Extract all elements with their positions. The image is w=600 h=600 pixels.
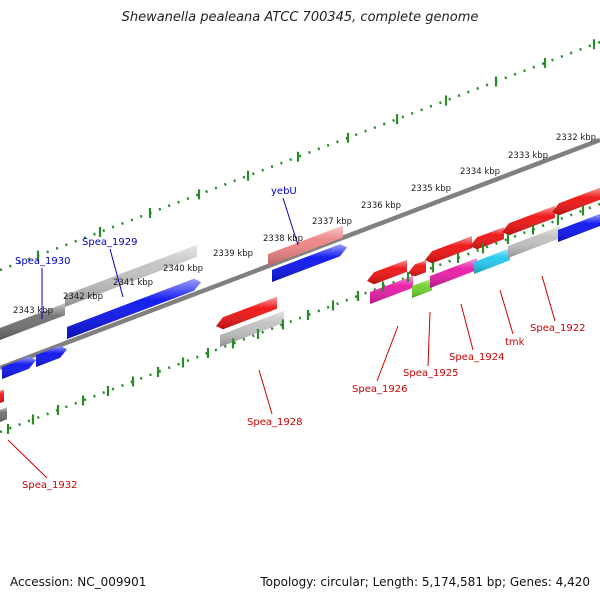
gene-arrow-shade: [367, 259, 407, 285]
accession-text: Accession: NC_009901: [10, 575, 147, 589]
ruler-tick-label: 2341 kbp: [113, 278, 153, 288]
ruler-dotted-lines: [0, 40, 600, 434]
gene-label-leader: [376, 325, 399, 382]
label-leader-lines: [7, 197, 556, 479]
gene-arrow-shade: [558, 214, 600, 242]
ruler-tick-label: 2340 kbp: [163, 264, 203, 274]
gene-arrow-shade: [216, 296, 277, 330]
ruler-tick-label: 2334 kbp: [460, 167, 500, 177]
gene-label: Spea_1926: [352, 384, 407, 395]
ruler-tick-label: 2339 kbp: [213, 249, 253, 259]
ruler-tick-label: 2333 kbp: [508, 151, 548, 161]
gene-label-leader: [460, 303, 474, 351]
gene-arrow-shade: [220, 310, 284, 347]
gene-arrow-shade: [0, 389, 4, 403]
dotted-line-lower: [0, 202, 600, 434]
ruler-tick-label: 2337 kbp: [312, 217, 352, 227]
gene-label-leader: [258, 369, 273, 415]
gene-arrow-shade: [408, 260, 426, 277]
gene-label: Spea_1930: [15, 256, 70, 267]
gene-label-leader: [541, 275, 556, 322]
gene-arrow-shade: [412, 278, 432, 298]
gene-features: [0, 187, 600, 422]
gene-arrow-shade: [552, 187, 600, 216]
gene-label-leader: [282, 197, 299, 246]
genome-backbone: [0, 137, 600, 371]
gene-label: Spea_1925: [403, 368, 458, 379]
gene-arrow-shade: [474, 248, 510, 274]
gene-arrow-shade: [67, 278, 201, 339]
gene-label-leader: [7, 439, 48, 479]
ruler-tick-label: 2335 kbp: [411, 184, 451, 194]
ruler-tick-label: 2336 kbp: [361, 201, 401, 211]
ruler-tick-label: 2338 kbp: [263, 234, 303, 244]
ruler-tick-label: 2342 kbp: [63, 292, 103, 302]
gene-arrow-shade: [430, 258, 477, 288]
gene-label-leader: [427, 311, 431, 367]
ruler-ticks: [6, 39, 596, 434]
gene-labels: 2332 kbp 2333 kbp 2334 kbp 2335 kbp 2336 kbp…: [13, 133, 596, 491]
gene-arrow-shade: [268, 225, 343, 266]
gene-arrow-shade: [508, 226, 560, 258]
dotted-line-upper: [0, 40, 600, 272]
gene-arrow-shade: [370, 275, 413, 304]
gene-label: Spea_1922: [530, 323, 585, 334]
ruler-tick-label: 2332 kbp: [556, 133, 596, 143]
gene-arrow-shade: [425, 236, 472, 264]
backbone-line: [0, 137, 600, 371]
gene-label: Spea_1924: [449, 352, 504, 363]
gene-arrow-shade: [2, 356, 36, 379]
gene-label: Spea_1932: [22, 480, 77, 491]
gene-arrow-shade: [0, 303, 65, 340]
gene-arrow-shade: [272, 244, 347, 282]
gene-label-leader: [109, 248, 124, 298]
gene-label: tmk: [505, 337, 525, 348]
gene-arrow-shade: [65, 244, 197, 307]
map-title: Shewanella pealeana ATCC 700345, complet…: [121, 10, 479, 25]
genome-summary-text: Topology: circular; Length: 5,174,581 bp…: [260, 575, 590, 589]
gene-arrow-shade: [470, 227, 504, 250]
gene-label: yebU: [271, 186, 297, 197]
gene-arrow-shade: [36, 345, 67, 367]
gene-arrow-shade: [502, 205, 555, 236]
ruler-tick-label: 2343 kbp: [13, 306, 53, 316]
gene-arrow-shade: [0, 407, 7, 422]
gene-label: Spea_1928: [247, 417, 302, 428]
gene-label-leader: [499, 289, 514, 335]
gene-label: Spea_1929: [82, 237, 137, 248]
